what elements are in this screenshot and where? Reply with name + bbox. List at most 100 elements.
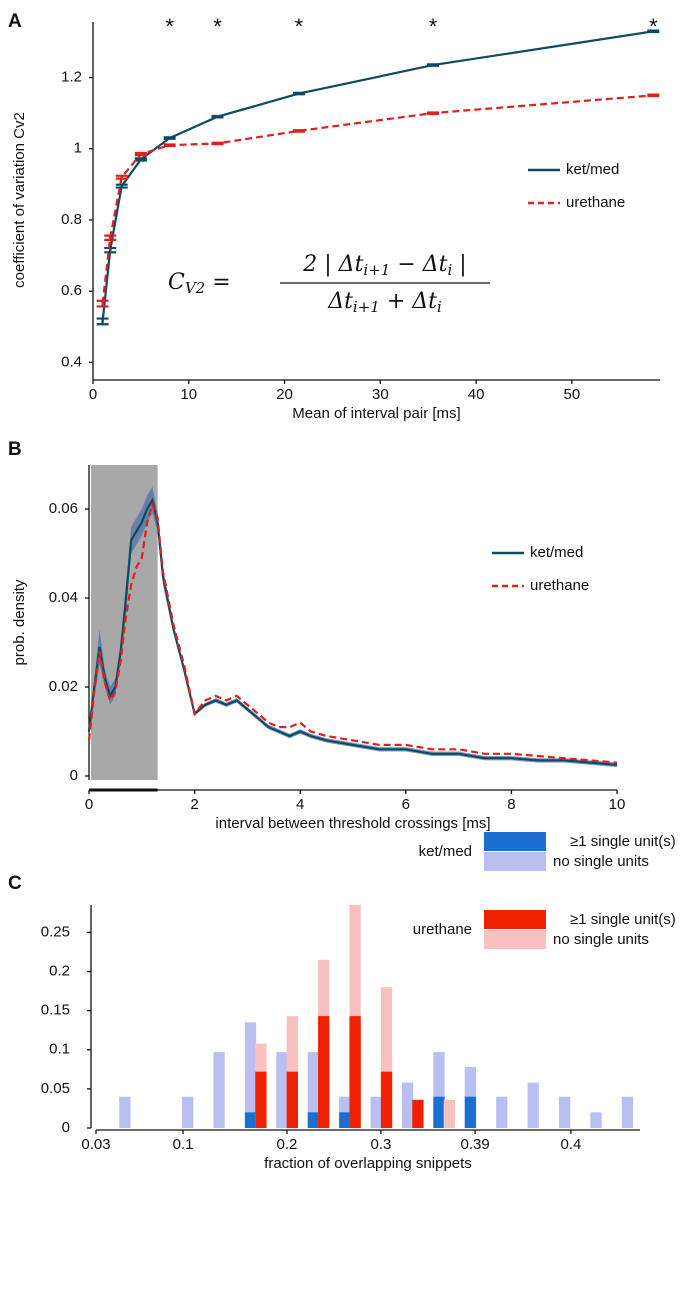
x-tick-label: 10 [609,796,626,813]
confidence-band [89,486,617,768]
error-bar [96,317,109,326]
error-bar [292,129,305,133]
formula-part: − Δt [390,252,447,277]
y-tick-label: 0 [62,1119,70,1136]
significance-star: * [165,14,174,39]
legend-label: ket/med [566,161,619,178]
error-bar [427,111,440,115]
x-tick-label: 0.2 [277,1136,298,1153]
legend-label: urethane [566,194,625,211]
legend-label: no single units [553,931,649,948]
formula-subscript: V2 [185,279,205,297]
y-tick-label: 0 [70,767,78,784]
y-tick-label: 0.06 [49,500,78,517]
legend-label: no single units [553,853,649,870]
bar [286,1071,298,1128]
legend-label: ≥1 single unit(s) [570,833,676,850]
x-tick-label: 10 [180,386,197,403]
formula-subscript: i [437,298,442,316]
formula-part: | [452,252,466,277]
bar [349,1016,361,1128]
legend-swatch [484,852,546,871]
error-bar [647,93,660,98]
bar [255,1071,267,1128]
bar [182,1096,194,1128]
formula-part: 2 | Δt [302,252,363,277]
y-tick-label: 1.2 [61,69,82,86]
legend-label: ket/med [530,544,583,561]
legend-swatch [484,910,546,929]
formula-subscript: i [447,261,452,279]
legend-label: ≥1 single unit(s) [570,911,676,928]
bar [412,1099,424,1128]
x-axis-label: Mean of interval pair [ms] [292,405,460,422]
y-tick-label: 0.2 [49,962,70,979]
bar [370,1096,382,1128]
error-bar [211,114,224,119]
series-line [87,497,618,766]
x-axis-label: interval between threshold crossings [ms… [215,815,490,832]
x-tick-label: 30 [372,386,389,403]
bar [401,1082,414,1128]
y-tick-label: 0.1 [49,1041,70,1058]
y-axis-label: coefficient of variation Cv2 [11,112,28,288]
y-tick-label: 0.8 [61,211,82,228]
y-tick-label: 1 [74,140,82,157]
error-bar [163,143,176,147]
error-bar [134,151,147,157]
formula-part: C [168,270,185,295]
x-tick-label: 50 [564,386,581,403]
bar [276,1052,288,1128]
bar [527,1082,539,1128]
error-bar [115,174,128,180]
x-tick-label: 40 [468,386,485,403]
bar [590,1112,602,1128]
x-tick-label: 0.1 [173,1136,194,1153]
bar [244,1022,257,1128]
y-tick-label: 0.15 [41,1002,70,1019]
error-bar [427,63,440,67]
error-bar [647,29,660,34]
significance-star: * [213,14,222,39]
error-bar [292,91,305,96]
significance-star: * [295,14,304,39]
bar [464,1096,477,1128]
legend-label: urethane [530,577,589,594]
error-bar [104,246,117,254]
formula-subscript: i+1 [363,261,390,279]
legend-group-label: ket/med [419,843,472,860]
x-axis-label: fraction of overlapping snippets [264,1155,472,1172]
x-tick-label: 20 [276,386,293,403]
significance-star: * [649,14,658,39]
y-axis-label: prob. density [11,579,28,665]
formula: Δti+1 + Δti [327,289,442,316]
bar [307,1112,320,1128]
bar [307,1052,320,1128]
legend-swatch [484,832,546,851]
series-line [87,501,618,764]
formula-part: + Δt [380,289,437,314]
error-bar [96,299,109,308]
error-bar [163,136,176,140]
legend-group-label: urethane [413,921,472,938]
bar [496,1096,508,1128]
formula-part: Δt [327,289,353,314]
x-tick-label: 0.3 [370,1136,391,1153]
bar [443,1099,456,1128]
bar [339,1112,351,1128]
bar [621,1096,634,1128]
bar [433,1052,445,1128]
error-bar [134,157,147,162]
formula: CV2 = [168,270,231,297]
formula-part: = [205,270,230,295]
x-tick-label: 0 [85,796,93,813]
bar [380,987,393,1128]
y-tick-label: 0.05 [41,1080,70,1097]
x-tick-label: 6 [402,796,410,813]
panel-label: C [8,873,22,894]
x-tick-label: 0 [89,386,97,403]
panel-label: A [8,11,22,32]
bar [433,1096,445,1128]
bar [244,1112,257,1128]
